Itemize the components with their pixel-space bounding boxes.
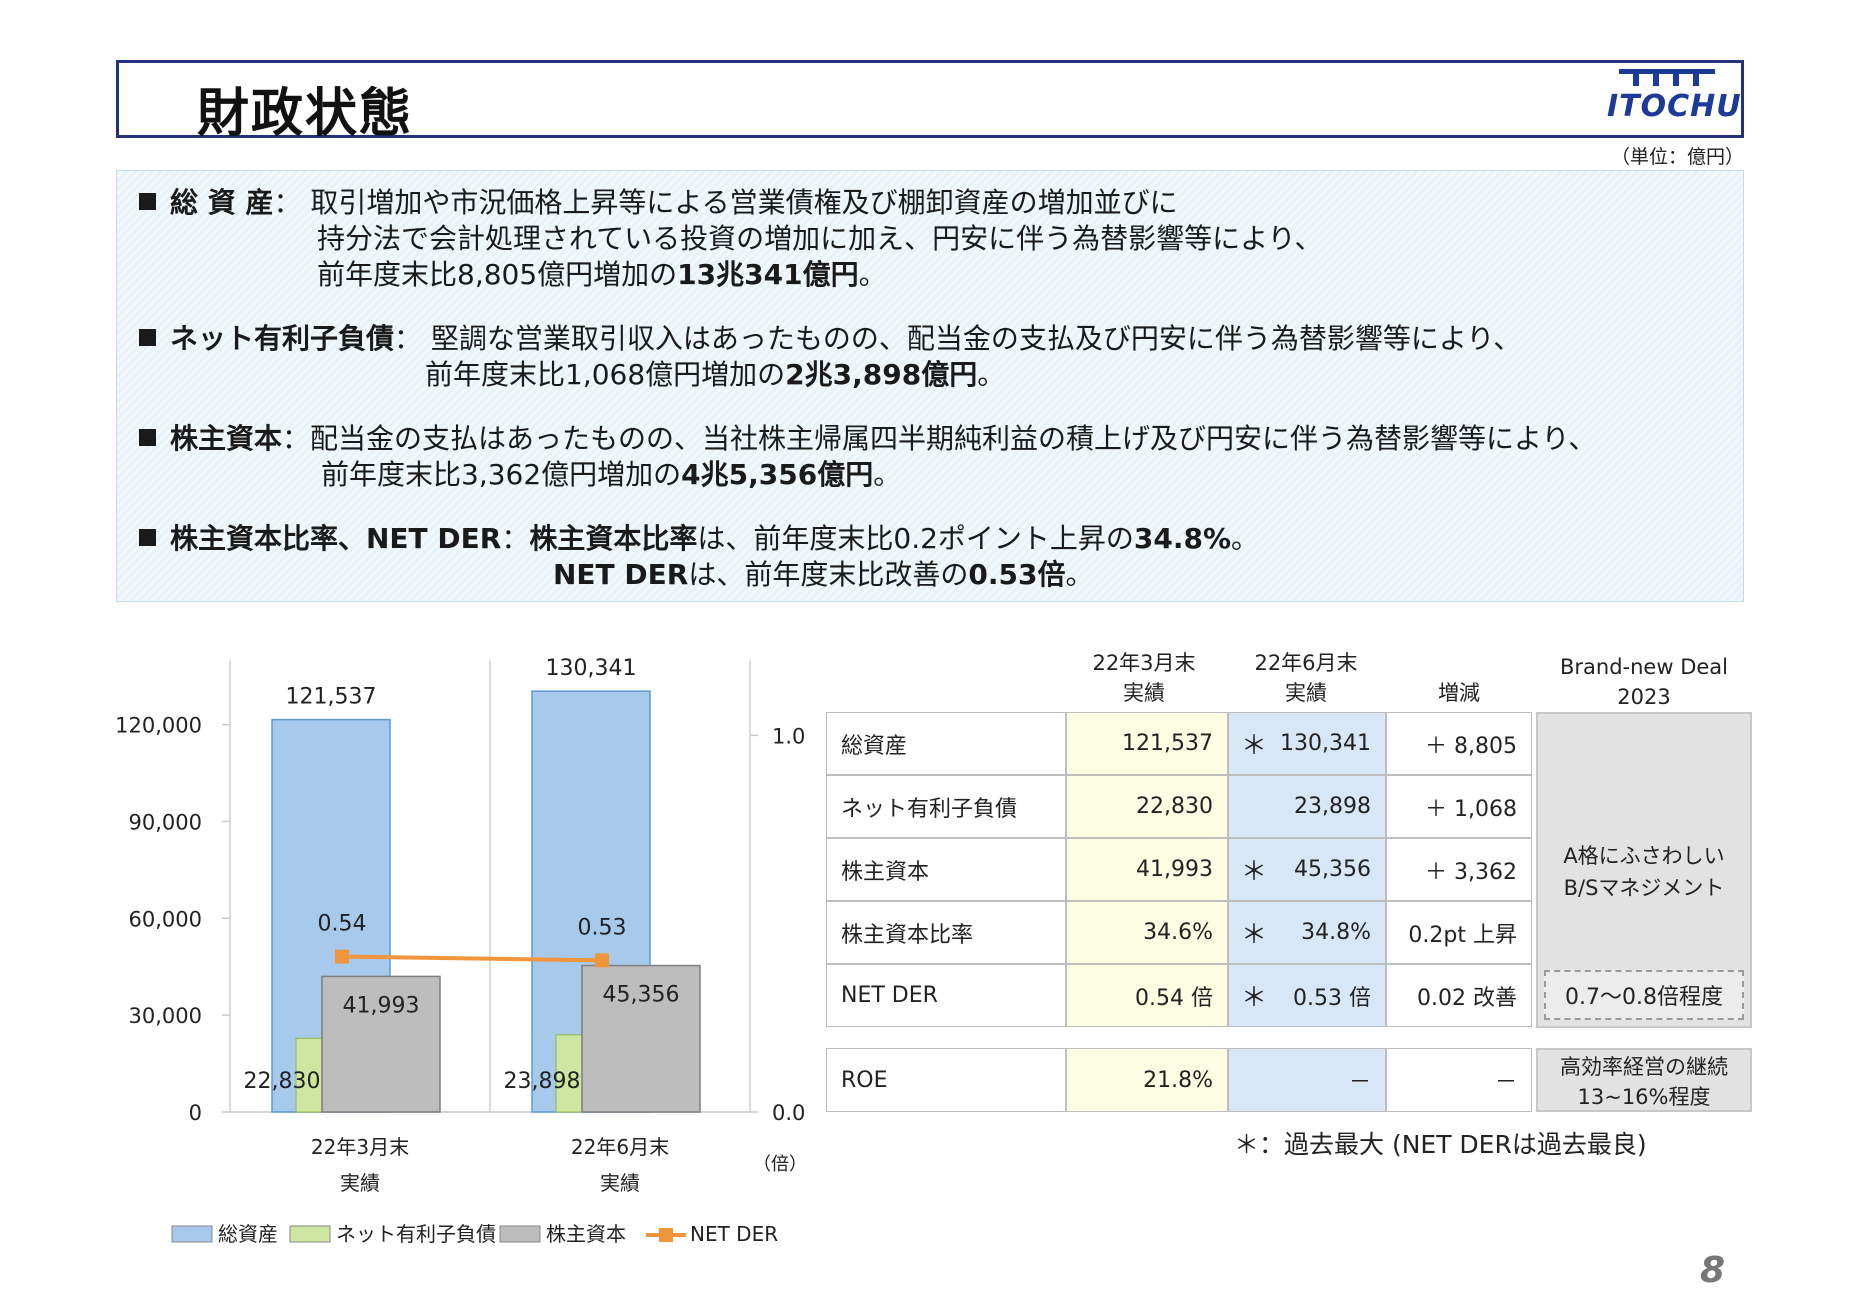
label-net-der: 0.54 xyxy=(318,912,367,937)
bullet-square-icon xyxy=(139,193,156,210)
table-cell-mar: 22,830 xyxy=(1066,775,1228,838)
legend-label: 総資産 xyxy=(218,1222,278,1246)
label-equity: 45,356 xyxy=(603,983,680,1008)
table-cell-jun: 23,898 xyxy=(1228,775,1386,838)
table-row-label: ネット有利子負債 xyxy=(826,775,1066,838)
x-category-label: 実績 xyxy=(600,1171,640,1195)
marker-net-der xyxy=(335,949,349,964)
label-net-debt: 22,830 xyxy=(244,1069,321,1094)
summary-assets-line3: 前年度末比8,805億円増加の13兆341億円。 xyxy=(317,258,887,291)
label-total-assets: 130,341 xyxy=(546,656,637,681)
y-left-tick-label: 90,000 xyxy=(129,810,202,834)
bar-net-debt xyxy=(295,1037,323,1113)
legend-swatch xyxy=(499,1225,541,1243)
label-net-der: 0.53 xyxy=(578,915,627,940)
summary-assets-line1: 総 資 産： 取引増加や市況価格上昇等による営業債権及び棚卸資産の増加並びに xyxy=(139,181,1178,221)
legend-swatch xyxy=(171,1225,213,1243)
summary-netdebt-line1: ネット有利子負債： 堅調な営業取引収入はあったものの、配当金の支払及び円安に伴う… xyxy=(139,317,1521,357)
label-total-assets: 121,537 xyxy=(286,685,377,710)
table-cell-mar: 0.54 倍 xyxy=(1066,964,1228,1027)
table-cell-jun: ＊ 130,341 xyxy=(1228,712,1386,775)
page-title: 財政状態 xyxy=(197,84,414,144)
y-left-tick-label: 30,000 xyxy=(129,1004,202,1028)
table-cell-jun: ＊ 34.8% xyxy=(1228,901,1386,964)
bullet-square-icon xyxy=(139,329,156,346)
table-row-label: NET DER xyxy=(826,964,1066,1027)
itochu-logo: ITOCHU xyxy=(1607,69,1741,131)
table-cell-change: 0.2pt 上昇 xyxy=(1386,901,1532,964)
table-cell-change: ＋ 3,362 xyxy=(1386,838,1532,901)
bar-equity xyxy=(581,964,701,1113)
table-row-label: 株主資本 xyxy=(826,838,1066,901)
bullet-square-icon xyxy=(139,429,156,446)
line-net-der xyxy=(341,954,603,963)
table-cell-change: ＋ 8,805 xyxy=(1386,712,1532,775)
table-cell-change: 0.02 改善 xyxy=(1386,964,1532,1027)
x-category-label: 実績 xyxy=(340,1171,380,1195)
title-bar: 財政状態 ITOCHU xyxy=(116,60,1744,144)
summary-ratio-line1: 株主資本比率、NET DER：株主資本比率は、前年度末比0.2ポイント上昇の34… xyxy=(139,517,1259,557)
bar-equity xyxy=(321,975,441,1113)
col-header-jun: 22年6月末 実績 xyxy=(1254,651,1358,705)
table-cell-mar: 121,537 xyxy=(1066,712,1228,775)
page-number: 8 xyxy=(1700,1250,1726,1291)
y-right-tick-label: 1.0 xyxy=(772,724,805,748)
col-header-target: Brand-new Deal 2023 xyxy=(1560,655,1728,709)
col-header-change: 増減 xyxy=(1438,681,1480,705)
bullet-square-icon xyxy=(139,529,156,546)
legend-label: ネット有利子負債 xyxy=(336,1222,496,1246)
target-roe-box: 高効率経営の継続 13~16%程度 xyxy=(1536,1048,1752,1112)
table-cell-jun: ＊ 45,356 xyxy=(1228,838,1386,901)
table-row-label: 総資産 xyxy=(826,712,1066,775)
table-cell-roe-change: － xyxy=(1386,1048,1532,1112)
record-star-icon: ＊ xyxy=(1241,920,1268,950)
target-der-box: 0.7～0.8倍程度 xyxy=(1544,970,1744,1020)
table-cell-roe-mar: 21.8% xyxy=(1066,1048,1228,1112)
record-star-icon: ＊ xyxy=(1241,731,1268,761)
summary-netdebt-line2: 前年度末比1,068億円増加の2兆3,898億円。 xyxy=(425,358,1006,391)
balance-chart: 121,537 22,830 41,993 130,341 23,898 45,356 0.… xyxy=(115,656,807,1246)
y-left-tick-label: 0 xyxy=(189,1101,202,1125)
y-right-unit-label: （倍） xyxy=(753,1154,807,1175)
label-equity: 41,993 xyxy=(343,993,420,1018)
table-row-label: 株主資本比率 xyxy=(826,901,1066,964)
label-net-debt: 23,898 xyxy=(504,1069,581,1094)
y-left-tick-label: 60,000 xyxy=(129,907,202,931)
summary-equity-line2: 前年度末比3,362億円増加の4兆5,356億円。 xyxy=(321,458,902,491)
table-cell-roe-jun: － xyxy=(1228,1048,1386,1112)
col-header-mar: 22年3月末 実績 xyxy=(1092,651,1196,705)
table-cell-jun: ＊ 0.53 倍 xyxy=(1228,964,1386,1027)
y-left-tick-label: 120,000 xyxy=(115,714,202,738)
table-cell-mar: 41,993 xyxy=(1066,838,1228,901)
x-category-label: 22年3月末 xyxy=(311,1135,409,1159)
table-cell-change: ＋ 1,068 xyxy=(1386,775,1532,838)
y-right-tick-label: 0.0 xyxy=(772,1101,805,1125)
summary-equity-line1: 株主資本：配当金の支払はあったものの、当社株主帰属四半期純利益の積上げ及び円安に… xyxy=(139,417,1596,457)
marker-net-der xyxy=(595,953,609,968)
summary-assets-line2: 持分法で会計処理されている投資の増加に加え、円安に伴う為替影響等により、 xyxy=(317,222,1323,255)
table-cell-mar: 34.6% xyxy=(1066,901,1228,964)
unit-label: （単位：億円） xyxy=(1610,146,1744,168)
legend-label: 株主資本 xyxy=(546,1222,626,1246)
legend-label: NET DER xyxy=(690,1222,778,1246)
legend-marker xyxy=(659,1228,673,1242)
record-star-icon: ＊ xyxy=(1241,983,1268,1013)
summary-ratio-line2: NET DERは、前年度末比改善の0.53倍。 xyxy=(553,558,1094,591)
footnote: ＊：過去最大 (NET DERは過去最良) xyxy=(1234,1130,1647,1159)
legend-swatch xyxy=(289,1225,331,1243)
table-row-label-roe: ROE xyxy=(826,1048,1066,1112)
record-star-icon: ＊ xyxy=(1241,857,1268,887)
x-category-label: 22年6月末 xyxy=(571,1135,669,1159)
summary-box: 総 資 産： 取引増加や市況価格上昇等による営業債権及び棚卸資産の増加並びに 持… xyxy=(116,170,1744,602)
